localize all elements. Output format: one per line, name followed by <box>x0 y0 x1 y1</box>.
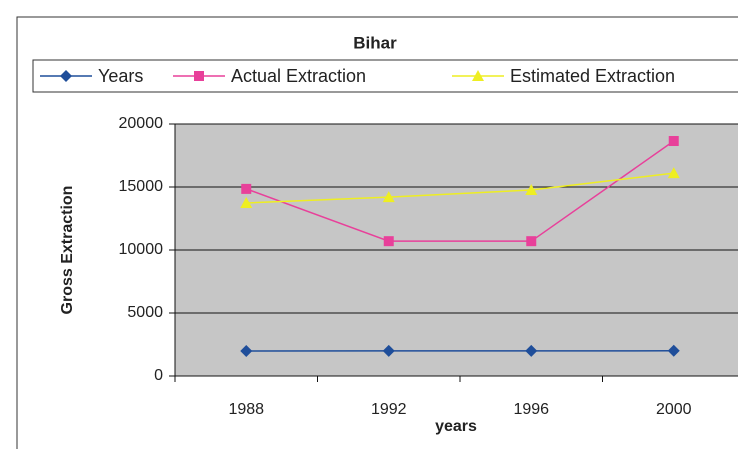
chart-title: Bihar <box>353 33 397 52</box>
data-point <box>526 236 537 247</box>
legend-label: Years <box>98 66 143 86</box>
legend-marker <box>194 71 204 81</box>
data-point <box>241 183 252 194</box>
y-tick-label: 0 <box>154 367 163 384</box>
legend-marker <box>60 70 72 82</box>
y-tick-label: 20000 <box>119 115 164 132</box>
data-point <box>240 344 253 357</box>
legend-marker <box>472 70 484 81</box>
data-point <box>382 191 395 203</box>
data-point <box>382 344 395 357</box>
data-point <box>667 167 680 179</box>
x-axis-label: years <box>435 418 477 435</box>
y-tick-label: 10000 <box>119 241 164 258</box>
data-point <box>383 236 394 247</box>
series-line <box>246 172 674 204</box>
data-point <box>668 136 679 147</box>
y-tick-label: 5000 <box>127 304 163 321</box>
x-tick-label: 1996 <box>513 401 549 418</box>
data-point <box>525 344 538 357</box>
y-tick-label: 15000 <box>119 178 164 195</box>
data-point <box>667 344 680 357</box>
y-axis-label: Gross Extraction <box>59 186 76 315</box>
data-point <box>525 184 538 196</box>
x-tick-label: 1992 <box>371 401 407 418</box>
series-line <box>245 140 675 242</box>
data-point <box>240 197 253 209</box>
legend-label: Actual Extraction <box>231 66 366 86</box>
x-tick-label: 1988 <box>228 401 264 418</box>
legend-label: Estimated Extraction <box>510 66 675 86</box>
legend-box <box>32 59 738 93</box>
x-tick-label: 2000 <box>656 401 692 418</box>
